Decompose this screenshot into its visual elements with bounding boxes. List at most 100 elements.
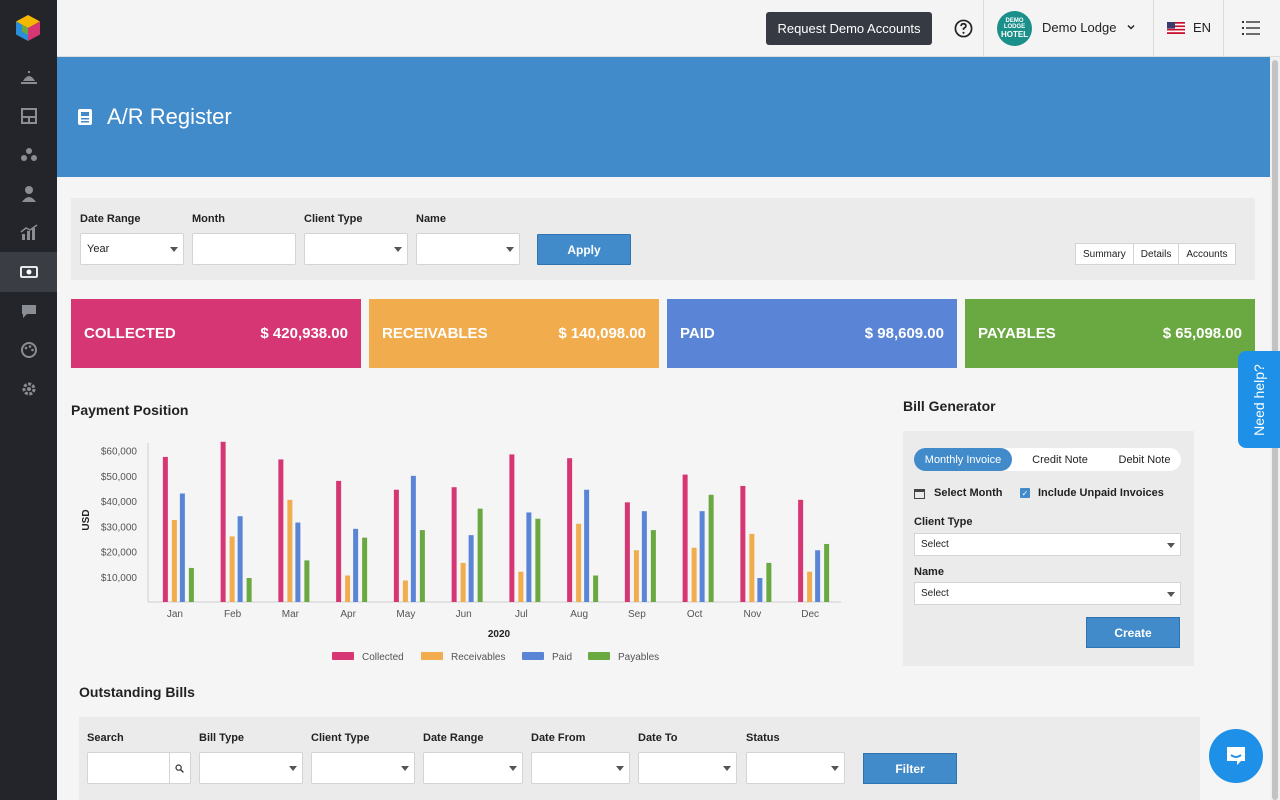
sidebar-item-guests[interactable] — [0, 174, 57, 214]
date-from-select[interactable] — [531, 752, 630, 784]
date-range-select[interactable]: Year — [80, 233, 184, 265]
sidebar-item-reports[interactable] — [0, 213, 57, 253]
x-tick-label: Oct — [687, 609, 703, 620]
request-demo-button[interactable]: Request Demo Accounts — [766, 12, 932, 45]
filter-panel: Date Range Year Month Client Type Name A… — [71, 198, 1255, 280]
sidebar-item-front-desk[interactable] — [0, 57, 57, 97]
client-type-select[interactable] — [304, 233, 408, 265]
bill-type-label: Bill Type — [199, 732, 245, 744]
collected-card: COLLECTED $ 420,938.00 — [71, 299, 361, 368]
bar-receivables-feb — [229, 536, 235, 602]
bar-collected-nov — [740, 485, 746, 602]
x-tick-label: Jul — [515, 609, 528, 620]
client-type-select[interactable]: Select — [914, 533, 1181, 556]
sidebar-item-groups[interactable] — [0, 135, 57, 175]
live-chat-button[interactable] — [1209, 729, 1263, 783]
month-input[interactable] — [192, 233, 296, 265]
include-unpaid-label: Include Unpaid Invoices — [1038, 487, 1164, 499]
search-icon[interactable] — [175, 764, 184, 773]
app-logo-icon[interactable] — [16, 15, 40, 41]
tab-details[interactable]: Details — [1134, 244, 1180, 264]
calendar-icon[interactable] — [914, 488, 925, 499]
client-type-value: Select — [921, 539, 949, 550]
bar-payables-may — [419, 530, 425, 602]
card-value: $ 98,609.00 — [864, 325, 944, 342]
hotel-logo[interactable]: DEMO LODGE HOTEL — [997, 11, 1032, 46]
bar-payables-apr — [362, 537, 368, 602]
date-to-select[interactable] — [638, 752, 737, 784]
search-input[interactable] — [87, 752, 191, 784]
tab-summary[interactable]: Summary — [1076, 244, 1134, 264]
bar-paid-apr — [353, 528, 359, 602]
bar-paid-oct — [699, 511, 705, 602]
caret-down-icon — [1167, 592, 1175, 597]
caret-down-icon — [289, 766, 297, 771]
bar-receivables-jul — [518, 571, 524, 602]
bar-paid-aug — [584, 489, 590, 602]
tab-accounts[interactable]: Accounts — [1186, 248, 1228, 260]
top-bar: Request Demo Accounts DEMO LODGE HOTEL D… — [57, 0, 1280, 57]
client-type-label: Client Type — [914, 516, 973, 528]
bar-collected-may — [393, 489, 399, 602]
money-icon — [19, 266, 38, 278]
tab-credit-note[interactable]: Credit Note — [1032, 453, 1088, 466]
apply-button[interactable]: Apply — [537, 234, 631, 265]
bar-paid-jun — [468, 535, 474, 602]
hotel-name[interactable]: Demo Lodge — [1042, 20, 1117, 35]
bar-paid-may — [410, 475, 416, 602]
include-unpaid-checkbox[interactable]: ✓ — [1020, 488, 1030, 498]
payment-position-title: Payment Position — [71, 402, 189, 418]
bill-type-select[interactable] — [199, 752, 303, 784]
rooms-icon — [20, 108, 37, 124]
card-value: $ 420,938.00 — [260, 325, 348, 342]
language-selector[interactable]: EN — [1193, 20, 1212, 35]
status-select[interactable] — [746, 752, 845, 784]
caret-down-icon — [401, 766, 409, 771]
bar-receivables-sep — [633, 550, 639, 602]
x-tick-label: Nov — [743, 609, 761, 620]
bar-paid-mar — [295, 522, 301, 602]
chat-bubble-icon — [1227, 747, 1245, 765]
x-tick-label: Sep — [628, 609, 646, 620]
need-help-tab[interactable]: Need help? — [1238, 351, 1280, 448]
x-tick-label: Jun — [456, 609, 472, 620]
bar-receivables-jan — [171, 520, 177, 602]
x-tick-label: Dec — [801, 609, 819, 620]
filter-button[interactable]: Filter — [863, 753, 957, 784]
bar-receivables-dec — [807, 571, 813, 602]
legend-label-receivables: Receivables — [451, 652, 505, 663]
sidebar-item-settings[interactable] — [0, 369, 57, 409]
y-axis-label: USD — [81, 509, 92, 530]
chevron-down-icon[interactable] — [1126, 22, 1136, 32]
y-tick-label: $50,000 — [101, 472, 138, 483]
client-type-label: Client Type — [311, 732, 370, 744]
us-flag-icon[interactable] — [1167, 22, 1185, 34]
menu-list-icon[interactable] — [1242, 20, 1260, 36]
y-tick-label: $20,000 — [101, 548, 138, 559]
card-label: RECEIVABLES — [382, 325, 488, 342]
reports-chart-icon — [20, 224, 37, 240]
bar-collected-dec — [798, 499, 804, 602]
date-range-value: Year — [87, 243, 110, 255]
name-select[interactable] — [416, 233, 520, 265]
date-to-label: Date To — [638, 732, 678, 744]
select-month-label[interactable]: Select Month — [934, 487, 1003, 499]
tab-monthly-invoice[interactable]: Monthly Invoice — [914, 448, 1012, 471]
tab-debit-note[interactable]: Debit Note — [1118, 453, 1171, 466]
sidebar-item-accounts[interactable] — [0, 252, 57, 292]
sidebar-item-themes[interactable] — [0, 330, 57, 370]
date-range-select[interactable] — [423, 752, 523, 784]
bar-payables-jan — [188, 567, 194, 602]
help-icon[interactable] — [954, 19, 973, 38]
palette-icon — [20, 342, 37, 358]
client-type-select[interactable] — [311, 752, 415, 784]
status-label: Status — [746, 732, 780, 744]
name-select[interactable]: Select — [914, 582, 1181, 605]
receivables-card: RECEIVABLES $ 140,098.00 — [369, 299, 659, 368]
sidebar-item-messages[interactable] — [0, 291, 57, 331]
x-tick-label: Feb — [224, 609, 242, 620]
bar-paid-jul — [526, 512, 532, 602]
bar-receivables-aug — [576, 523, 582, 602]
sidebar-item-rooms[interactable] — [0, 96, 57, 136]
create-button[interactable]: Create — [1086, 617, 1180, 648]
